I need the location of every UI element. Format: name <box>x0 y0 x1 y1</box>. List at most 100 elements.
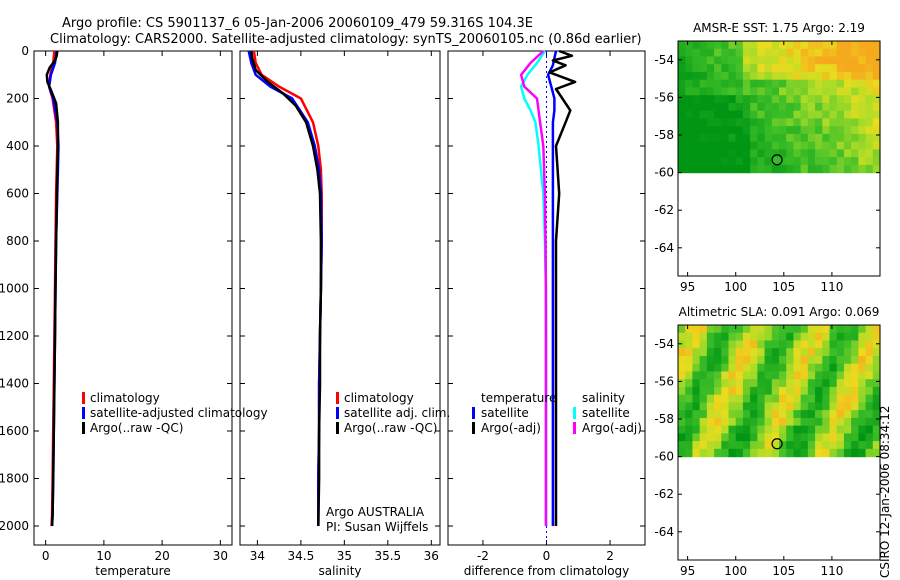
map-cell <box>764 118 773 127</box>
map-cell <box>706 79 715 89</box>
map-cell <box>678 402 686 411</box>
map-cell <box>750 149 758 158</box>
map-cell <box>779 110 787 120</box>
map-cell <box>836 325 845 334</box>
map-cell <box>699 56 708 65</box>
map-cell <box>836 410 845 419</box>
map-cell <box>836 71 845 81</box>
map-cell <box>685 448 694 458</box>
map-cell <box>750 48 758 58</box>
map-cell <box>750 141 758 150</box>
map-cell <box>851 433 859 442</box>
map-cell <box>815 410 823 419</box>
map-cell <box>735 448 744 458</box>
map-cell <box>750 102 758 112</box>
map-cell <box>851 448 859 458</box>
map-cell <box>678 348 686 357</box>
y-tick-label: 400 <box>6 139 29 153</box>
map-cell <box>685 118 694 127</box>
map-cell <box>793 425 802 434</box>
map-cell <box>858 340 867 349</box>
map-cell <box>800 355 809 365</box>
map-cell <box>836 379 845 388</box>
map-cell <box>750 95 758 104</box>
map-cell <box>706 340 715 349</box>
map-cell <box>735 386 744 396</box>
map-cell <box>714 332 722 342</box>
map-cell <box>807 126 816 135</box>
map-cell <box>757 79 766 89</box>
map-cell <box>843 355 852 365</box>
map-cell <box>865 87 874 96</box>
map-cell <box>786 325 795 334</box>
map-cell <box>872 48 881 58</box>
map-cell <box>865 394 874 404</box>
map-cell <box>836 149 845 158</box>
map-cell <box>735 149 744 158</box>
map-cell <box>764 64 773 73</box>
map-cell <box>771 410 780 419</box>
map-cell <box>807 433 816 442</box>
map-cell <box>822 363 831 373</box>
map-cell <box>836 87 845 96</box>
map-cell <box>872 441 881 450</box>
map-cell <box>721 425 730 434</box>
map-cell <box>800 102 809 112</box>
map-cell <box>793 95 802 104</box>
map-cell <box>836 157 845 166</box>
map-cell <box>872 348 881 357</box>
map-cell <box>721 386 730 396</box>
map-cell <box>872 102 881 112</box>
legend-swatch <box>472 422 475 434</box>
map-cell <box>872 95 881 104</box>
map-cell <box>858 363 867 373</box>
map-cell <box>764 379 773 388</box>
map-cell <box>865 433 874 442</box>
map-cell <box>692 41 701 50</box>
map-cell <box>800 410 809 419</box>
map-cell <box>742 79 751 89</box>
map-cell <box>793 141 802 150</box>
map-cell <box>800 71 809 81</box>
map-cell <box>815 386 823 396</box>
map-cell <box>728 394 737 404</box>
map-cell <box>721 71 730 81</box>
map-cell <box>764 332 773 342</box>
timestamp-stamp: CSIRO 12-Jan-2006 08:34:12 <box>878 406 892 578</box>
map-cell <box>829 379 838 388</box>
map-cell <box>771 157 780 166</box>
map-cell <box>706 126 715 135</box>
map-cell <box>815 448 823 458</box>
map-cell <box>858 87 867 96</box>
map-cell <box>764 79 773 89</box>
map-cell <box>742 379 751 388</box>
figure-title-line2: Climatology: CARS2000. Satellite-adjuste… <box>50 32 642 47</box>
map-cell <box>800 149 809 158</box>
map-cell <box>807 363 816 373</box>
map-cell <box>764 441 773 450</box>
map-cell <box>822 48 831 58</box>
map-cell <box>836 441 845 450</box>
map-cell <box>872 64 881 73</box>
map-cell <box>742 149 751 158</box>
map-cell <box>822 340 831 349</box>
map-cell <box>779 355 787 365</box>
map-cell <box>872 402 881 411</box>
map-cell <box>678 102 686 112</box>
map-cell <box>800 110 809 120</box>
map-cell <box>750 371 758 380</box>
map-cell <box>779 149 787 158</box>
map-cell <box>678 448 686 458</box>
map-cell <box>692 87 701 96</box>
map-cell <box>685 164 694 174</box>
map-cell <box>829 48 838 58</box>
map-cell <box>807 110 816 120</box>
map-cell <box>836 386 845 396</box>
map-cell <box>721 355 730 365</box>
map-cell <box>807 417 816 427</box>
map-cell <box>822 394 831 404</box>
x-tick-label: 35.5 <box>374 549 401 563</box>
map-cell <box>843 410 852 419</box>
map-cell <box>685 149 694 158</box>
map-cell <box>706 133 715 143</box>
